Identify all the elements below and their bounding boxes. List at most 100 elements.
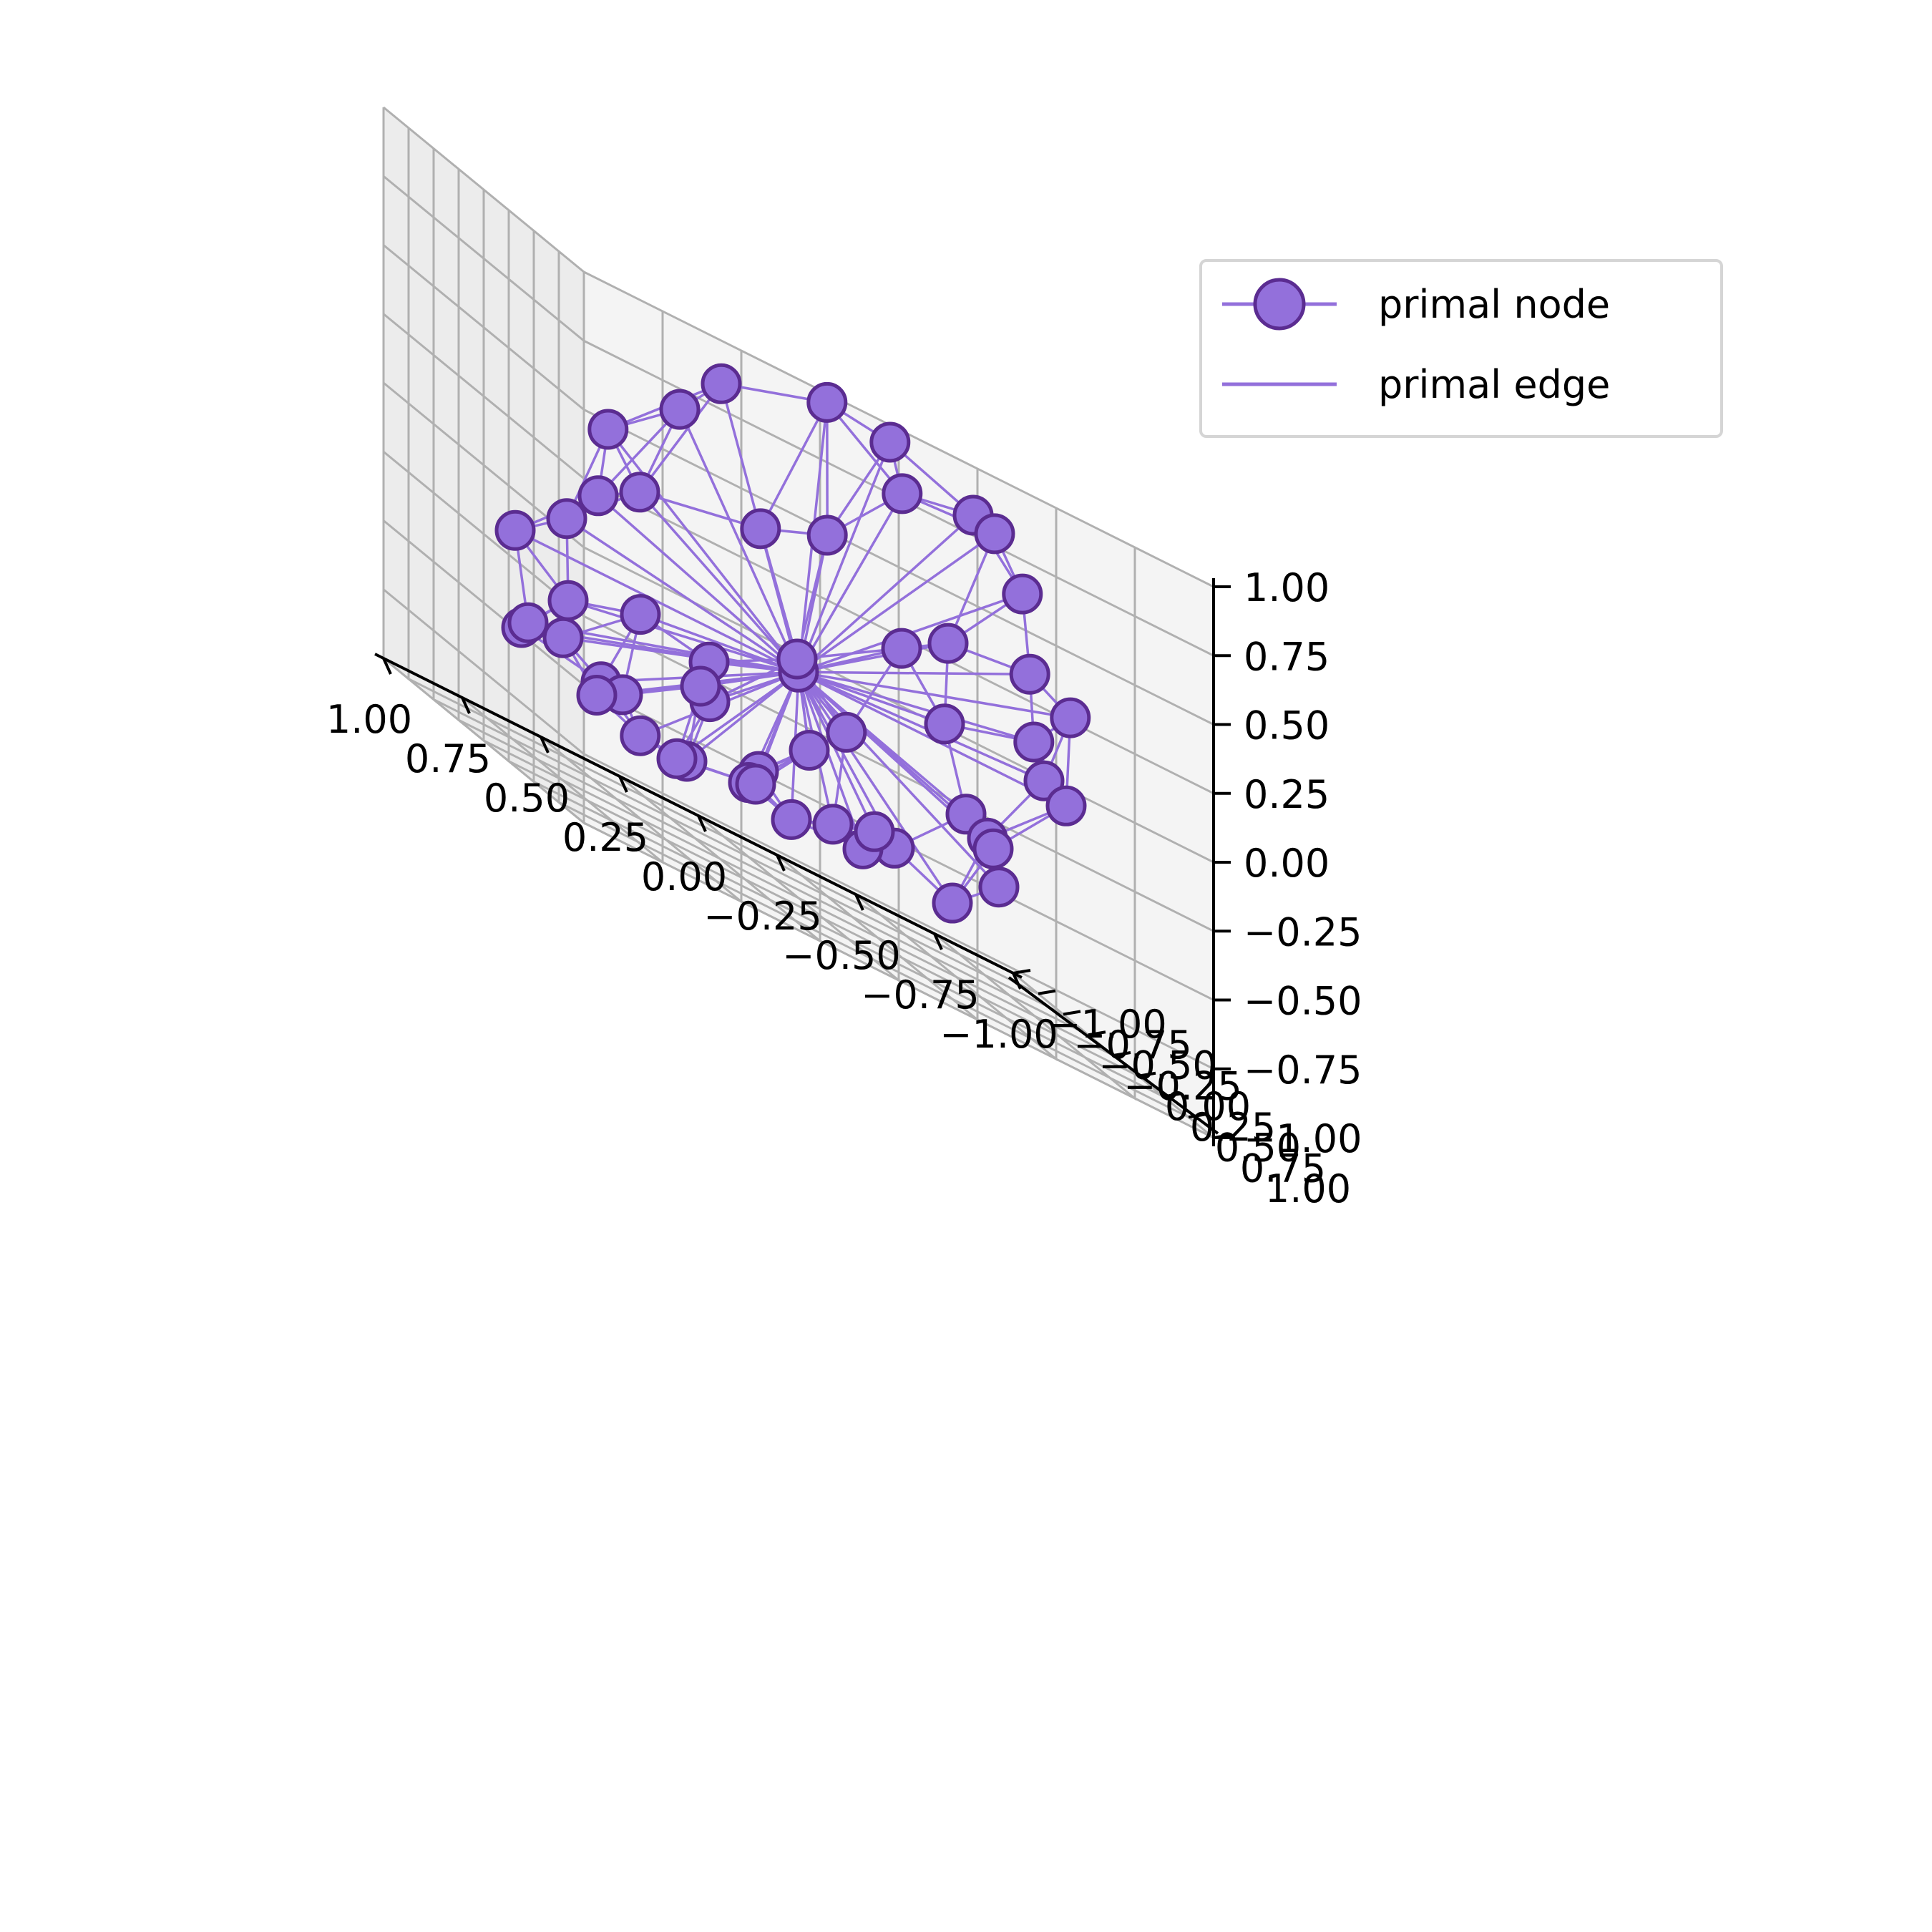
primal-edge bbox=[797, 532, 996, 673]
primal-node bbox=[882, 473, 923, 514]
primal-node bbox=[494, 509, 536, 551]
primal-node bbox=[924, 703, 965, 745]
primal-edge bbox=[640, 613, 799, 673]
y-tick bbox=[1188, 1113, 1206, 1119]
primal-node bbox=[854, 811, 895, 852]
primal-node bbox=[826, 711, 867, 753]
y-tick-label: 0.75 bbox=[1240, 1146, 1326, 1191]
primal-node bbox=[701, 363, 742, 404]
z-tick-label: −0.25 bbox=[1244, 909, 1362, 955]
x-tick-label: 0.50 bbox=[484, 776, 570, 821]
z-tick-label: 0.00 bbox=[1244, 841, 1330, 886]
x-tick-label: 1.00 bbox=[326, 697, 412, 742]
primal-edge bbox=[798, 670, 1071, 719]
grid-line-z bbox=[383, 106, 1214, 588]
y-tick bbox=[1088, 1030, 1106, 1037]
z-tick-label: −0.75 bbox=[1244, 1048, 1362, 1093]
primal-edge bbox=[639, 491, 761, 530]
y-tick-label: −1.00 bbox=[1048, 1002, 1166, 1047]
primal-node bbox=[771, 799, 812, 840]
primal-edge bbox=[798, 670, 1035, 743]
primal-node bbox=[927, 623, 969, 664]
primal-edge bbox=[796, 535, 829, 660]
primal-edge bbox=[638, 491, 800, 673]
primal-node bbox=[1045, 785, 1087, 826]
primal-node bbox=[507, 602, 549, 643]
primal-edge bbox=[798, 670, 945, 726]
primal-node bbox=[546, 498, 587, 540]
y-tick-label: 0.25 bbox=[1190, 1105, 1276, 1150]
primal-edge bbox=[678, 409, 800, 673]
primal-node bbox=[659, 389, 701, 430]
primal-node bbox=[740, 508, 781, 550]
x-tick bbox=[933, 933, 943, 950]
primal-node bbox=[978, 867, 1020, 908]
primal-node bbox=[619, 472, 660, 513]
z-tick-label: −1.00 bbox=[1244, 1116, 1362, 1161]
x-tick-label: 0.25 bbox=[562, 815, 648, 860]
x-tick bbox=[618, 776, 628, 793]
primal-node bbox=[812, 804, 854, 845]
primal-edge bbox=[759, 401, 829, 530]
primal-node bbox=[577, 475, 619, 517]
primal-node bbox=[620, 715, 661, 756]
x-tick bbox=[540, 736, 550, 753]
y-tick bbox=[1163, 1092, 1181, 1098]
y-tick-label: 0.00 bbox=[1165, 1084, 1251, 1129]
x-tick bbox=[776, 854, 786, 872]
legend: primal node primal edge bbox=[1199, 259, 1723, 438]
x-tick bbox=[1012, 972, 1022, 990]
primal-node bbox=[542, 617, 584, 658]
primal-node bbox=[1009, 653, 1050, 695]
primal-node bbox=[620, 594, 661, 635]
primal-node bbox=[972, 828, 1014, 869]
y-tick-label: −0.75 bbox=[1073, 1023, 1191, 1068]
primal-node bbox=[806, 514, 848, 556]
primal-node bbox=[1050, 697, 1091, 738]
x-tick-label: 0.00 bbox=[641, 854, 727, 899]
primal-edge bbox=[797, 493, 904, 673]
primal-node bbox=[547, 580, 589, 621]
primal-edge bbox=[759, 528, 799, 660]
primal-edge bbox=[514, 529, 799, 673]
x-tick-label: −0.75 bbox=[861, 972, 979, 1018]
primal-edge bbox=[797, 671, 1000, 888]
x-tick-label: −0.25 bbox=[703, 894, 821, 939]
z-tick-label: 0.50 bbox=[1244, 703, 1330, 748]
y-tick-label: −0.25 bbox=[1123, 1063, 1241, 1108]
primal-edge bbox=[607, 428, 800, 673]
x-tick-label: 0.75 bbox=[405, 736, 491, 781]
x-tick bbox=[461, 697, 471, 714]
z-tick-label: 0.25 bbox=[1244, 772, 1330, 817]
primal-node bbox=[869, 421, 911, 463]
y-tick bbox=[1063, 1010, 1081, 1016]
primal-edge bbox=[638, 383, 723, 493]
nodes-layer bbox=[494, 363, 1091, 924]
x-tick bbox=[382, 658, 392, 675]
primal-node bbox=[881, 628, 922, 669]
primal-node bbox=[974, 513, 1015, 555]
primal-edge bbox=[566, 517, 799, 673]
y-tick bbox=[1113, 1051, 1131, 1057]
primal-node bbox=[1013, 721, 1055, 763]
y-tick bbox=[1138, 1071, 1156, 1078]
primal-node bbox=[576, 675, 618, 716]
x-tick bbox=[854, 894, 864, 911]
primal-edge bbox=[797, 671, 954, 904]
primal-edge bbox=[686, 670, 800, 763]
primal-node bbox=[789, 730, 830, 771]
legend-label-edge: primal edge bbox=[1378, 362, 1610, 407]
y-tick-label: −0.50 bbox=[1098, 1043, 1216, 1088]
primal-edge bbox=[798, 670, 1045, 782]
y-tick-label: 0.50 bbox=[1215, 1126, 1301, 1171]
grid-line-y bbox=[582, 272, 1214, 1139]
primal-node bbox=[680, 665, 721, 707]
primal-edge bbox=[797, 441, 892, 673]
z-tick-label: 1.00 bbox=[1244, 565, 1330, 610]
y-tick-label: 1.00 bbox=[1265, 1166, 1351, 1211]
axis-ticks: −1.00−0.75−0.50−0.250.000.250.500.751.00… bbox=[326, 565, 1362, 1211]
primal-node bbox=[932, 882, 973, 924]
primal-edge bbox=[597, 494, 800, 673]
primal-node bbox=[776, 638, 818, 680]
